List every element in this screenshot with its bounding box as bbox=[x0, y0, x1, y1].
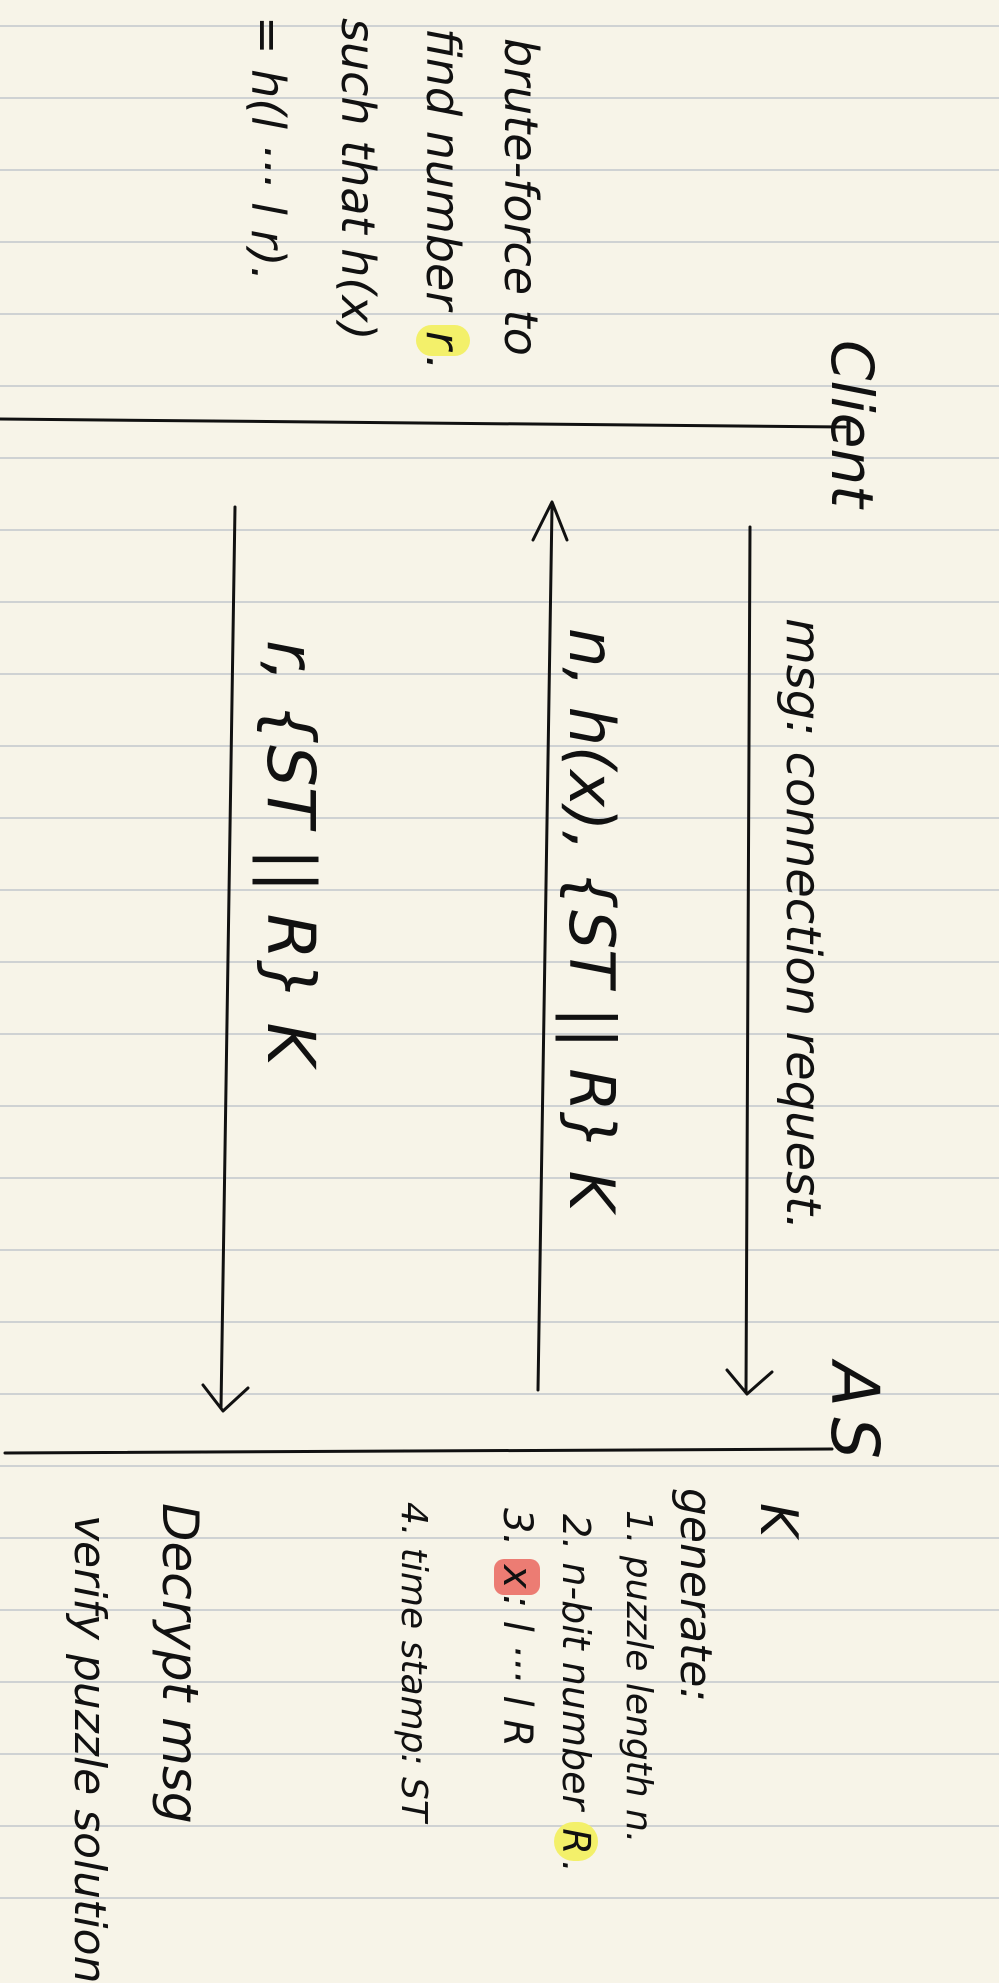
client-note-line1: brute-force to bbox=[494, 38, 548, 356]
client-note-line2: find number r. bbox=[416, 28, 470, 370]
client-note-line2-prefix: find number bbox=[416, 28, 470, 311]
server-item3-prefix: 3. bbox=[494, 1508, 540, 1547]
server-generate-title: generate: bbox=[670, 1488, 721, 1703]
message-2-arrow-line bbox=[536, 505, 554, 1392]
client-lifeline bbox=[0, 417, 847, 429]
server-item3-suffix: : l ··· l R bbox=[494, 1594, 540, 1748]
server-item3-var-highlight: x bbox=[494, 1558, 540, 1595]
client-label: Client bbox=[818, 340, 886, 508]
server-final-line2: verify puzzle solution bbox=[64, 1515, 115, 1983]
message-2-arrowhead bbox=[531, 500, 569, 542]
client-note-var-highlight: r bbox=[416, 324, 470, 356]
message-1-arrow-line bbox=[744, 525, 752, 1394]
server-item2-suffix: . bbox=[554, 1860, 598, 1873]
message-3-label: r, {ST || R} K bbox=[252, 640, 329, 1066]
server-final-line1: Decrypt msg bbox=[151, 1503, 209, 1824]
server-label: AS bbox=[816, 1362, 893, 1470]
server-lifeline bbox=[3, 1447, 834, 1455]
message-3-arrow-line bbox=[219, 505, 237, 1410]
message-1-arrowhead bbox=[725, 1368, 774, 1396]
server-item2-prefix: 2. n-bit number bbox=[554, 1514, 598, 1811]
server-item2: 2. n-bit number R. bbox=[554, 1514, 598, 1873]
server-item2-var-highlight: R bbox=[554, 1822, 598, 1861]
client-note-line2-suffix: . bbox=[416, 355, 470, 371]
server-item4: 4. time stamp: ST bbox=[393, 1502, 434, 1822]
message-3-arrowhead bbox=[201, 1383, 250, 1413]
server-item1: 1. puzzle length n. bbox=[618, 1510, 659, 1844]
server-key-label: K bbox=[748, 1503, 808, 1538]
message-1-label: msg: connection request. bbox=[775, 618, 831, 1231]
client-note-line3: such that h(x) bbox=[331, 18, 385, 341]
server-item3: 3. x: l ··· l R bbox=[494, 1508, 540, 1748]
message-2-label: n, h(x), {ST || R} K bbox=[555, 628, 628, 1212]
client-note-line4: = h(l ··· l r). bbox=[241, 16, 295, 282]
